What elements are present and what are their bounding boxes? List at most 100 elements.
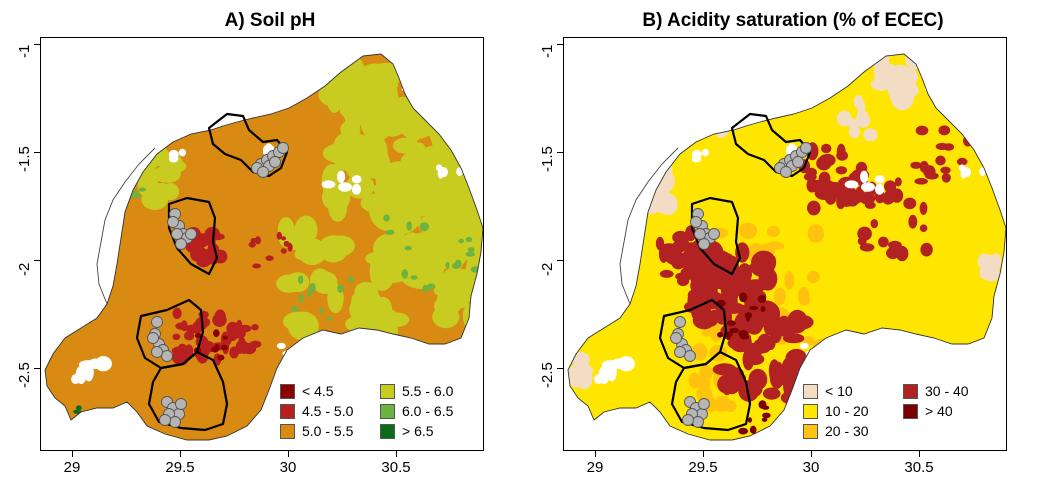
y-tick-mark <box>557 368 563 369</box>
raster-patch <box>798 286 810 306</box>
y-tick-label: -1.5 <box>16 146 33 172</box>
raster-patch <box>714 120 728 138</box>
raster-patch <box>280 248 287 254</box>
raster-patch <box>248 241 256 248</box>
raster-patch <box>180 320 188 332</box>
panel-acidity-saturation: B) Acidity saturation (% of ECEC) -1 -1.… <box>523 0 1046 496</box>
x-tick-label: 29 <box>586 459 604 476</box>
raster-patch <box>806 177 818 193</box>
raster-patch <box>760 306 766 312</box>
legend-item: > 40 <box>903 402 953 420</box>
x-tick-label: 29.5 <box>688 459 718 476</box>
raster-patch <box>882 192 895 205</box>
raster-patch <box>884 180 897 193</box>
no-data-patch <box>168 149 179 159</box>
raster-patch <box>886 247 900 260</box>
raster-patch <box>769 370 783 382</box>
country-border <box>567 53 1006 441</box>
raster-patch <box>365 251 394 266</box>
raster-patch <box>444 280 457 306</box>
raster-patch <box>847 118 859 129</box>
no-data-patch <box>338 182 352 192</box>
raster-patch <box>337 284 344 293</box>
raster-patch <box>373 90 397 118</box>
raster-patch <box>744 312 753 319</box>
no-data-patch <box>701 148 709 157</box>
no-data-patch <box>979 167 986 177</box>
no-data-patch <box>961 167 971 178</box>
sample-site-marker <box>269 156 281 168</box>
raster-patch <box>454 259 462 269</box>
raster-patch <box>319 307 324 314</box>
raster-patch <box>404 245 412 251</box>
no-data-patch <box>860 170 869 183</box>
raster-patch <box>935 142 949 151</box>
raster-patch <box>388 209 407 242</box>
raster-patch <box>401 269 409 279</box>
legend-label: 10 - 20 <box>825 403 869 419</box>
sample-site-marker <box>674 346 686 358</box>
sample-site-marker <box>169 416 181 428</box>
raster-patch <box>626 161 643 177</box>
y-tick-mark <box>557 260 563 261</box>
raster-patch <box>332 133 354 171</box>
raster-patch <box>458 238 465 244</box>
no-data-patch <box>294 357 302 366</box>
y-tick-label: -2.5 <box>16 362 33 388</box>
raster-patch <box>835 166 848 175</box>
raster-patch <box>576 366 593 390</box>
sample-site-marker <box>792 156 804 168</box>
raster-patch <box>465 236 473 243</box>
raster-patch <box>762 412 771 419</box>
raster-patch <box>131 175 137 182</box>
raster-patch <box>294 215 318 245</box>
no-data-patch <box>415 81 426 88</box>
raster-patch <box>222 335 228 340</box>
raster-patch <box>470 266 481 273</box>
district-boundary <box>207 112 289 178</box>
x-tick-mark <box>919 451 920 457</box>
no-data-patch <box>351 175 362 184</box>
sample-site-marker <box>161 350 173 362</box>
x-tick-mark <box>595 451 596 457</box>
raster-patch <box>940 166 951 174</box>
raster-patch <box>807 270 820 284</box>
raster-patch <box>288 311 319 341</box>
raster-patch <box>681 239 690 251</box>
no-data-patch <box>594 374 603 385</box>
raster-patch <box>309 282 316 293</box>
raster-patch <box>920 242 933 257</box>
raster-patch <box>339 100 361 119</box>
district-boundary <box>730 112 812 178</box>
raster-patch <box>744 279 763 300</box>
raster-patch <box>915 125 929 136</box>
raster-patch <box>249 340 262 348</box>
raster-patch <box>199 340 215 354</box>
raster-patch <box>630 188 649 206</box>
raster-patch <box>387 229 395 235</box>
no-data-patch <box>874 183 885 195</box>
no-data-patch <box>276 342 286 350</box>
y-tick-label: -2.5 <box>539 362 556 388</box>
raster-patch <box>281 236 286 241</box>
legend-label: 5.0 - 5.5 <box>302 423 354 439</box>
raster-patch <box>445 261 450 269</box>
no-data-patch <box>691 149 702 159</box>
raster-patch <box>418 83 442 112</box>
legend-label: 30 - 40 <box>925 383 969 399</box>
x-tick-mark <box>180 451 181 457</box>
raster-patch <box>383 214 390 222</box>
raster-patch <box>422 284 429 293</box>
raster-patch <box>196 255 212 268</box>
raster-patch <box>212 313 227 327</box>
panel-title: A) Soil pH <box>224 10 316 31</box>
no-data-patch <box>935 92 940 100</box>
raster-patch <box>132 192 141 199</box>
raster-patch <box>710 325 722 342</box>
sample-site-marker <box>698 238 710 250</box>
raster-patch <box>366 71 384 98</box>
legend-label: 6.0 - 6.5 <box>402 403 454 419</box>
raster-patch <box>687 287 715 303</box>
raster-patch <box>232 328 246 339</box>
raster-patch <box>836 150 848 161</box>
